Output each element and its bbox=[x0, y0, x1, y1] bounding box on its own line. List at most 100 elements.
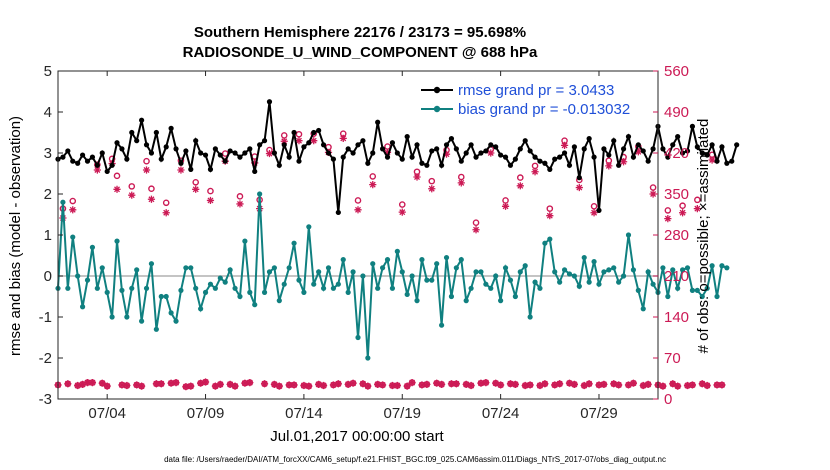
rmse-point bbox=[458, 158, 464, 164]
bias-point bbox=[207, 281, 214, 287]
bias-point bbox=[443, 254, 450, 261]
bias-point bbox=[330, 285, 337, 291]
bias-point bbox=[606, 267, 612, 273]
rmse-point bbox=[261, 138, 268, 144]
bias-point bbox=[414, 298, 420, 304]
obs-assimilated-marker bbox=[718, 381, 726, 389]
obs-possible-marker bbox=[369, 173, 377, 180]
y-right-tick-label: 140 bbox=[664, 309, 689, 326]
bias-point bbox=[247, 289, 253, 295]
bias-point bbox=[409, 273, 415, 279]
obs-assimilated-marker bbox=[206, 196, 215, 205]
bias-point bbox=[222, 279, 228, 285]
bias-point bbox=[119, 287, 125, 293]
obs-assimilated-marker bbox=[157, 380, 165, 388]
data-file-footer: data file: /Users/raeder/DAI/ATM_forcXX/… bbox=[164, 455, 666, 464]
legend-box bbox=[416, 78, 652, 122]
obs-assimilated-marker bbox=[69, 206, 77, 214]
obs-assimilated-marker bbox=[78, 380, 87, 388]
bias-point bbox=[320, 285, 327, 291]
rmse-point bbox=[375, 119, 381, 125]
obs-assimilated-marker bbox=[570, 380, 578, 388]
bias-point bbox=[306, 224, 312, 230]
rmse-point bbox=[99, 150, 105, 156]
obs-assimilated-marker bbox=[482, 379, 490, 387]
bias-point bbox=[586, 279, 592, 285]
bias-point bbox=[242, 238, 248, 244]
obs-assimilated-marker bbox=[403, 382, 411, 390]
x-tick-label: 07/04 bbox=[88, 405, 126, 422]
obs-possible-marker bbox=[295, 130, 303, 138]
bias-point bbox=[493, 273, 499, 279]
y-right-tick-label: 420 bbox=[664, 145, 689, 162]
obs-assimilated-marker bbox=[344, 380, 352, 388]
obs-assimilated-marker bbox=[211, 382, 219, 390]
rmse-point bbox=[660, 146, 666, 152]
legend-rmse-label: rmse grand pr = 3.0433 bbox=[458, 82, 614, 99]
legend: rmse grand pr = 3.0433 bias grand pr = -… bbox=[416, 78, 652, 122]
obs-assimilated-marker bbox=[521, 381, 529, 390]
obs-assimilated-marker bbox=[388, 381, 397, 390]
rmse-point bbox=[242, 150, 248, 156]
rmse-point bbox=[129, 129, 135, 136]
obs-possible-marker bbox=[428, 177, 436, 185]
rmse-point bbox=[163, 144, 169, 150]
obs-assimilated-marker bbox=[447, 380, 456, 388]
rmse-point bbox=[75, 160, 81, 166]
rmse-point bbox=[389, 140, 396, 146]
obs-assimilated-marker bbox=[472, 226, 480, 234]
obs-assimilated-marker bbox=[585, 380, 593, 388]
rmse-point bbox=[586, 136, 592, 142]
rmse-point bbox=[134, 138, 140, 144]
obs-assimilated-marker bbox=[531, 168, 539, 176]
x-tick-label: 07/29 bbox=[580, 405, 618, 422]
rmse-point bbox=[552, 156, 558, 162]
obs-assimilated-marker bbox=[177, 166, 185, 174]
rmse-point bbox=[119, 146, 125, 152]
bias-point bbox=[99, 265, 105, 271]
y-right-tick-label: 560 bbox=[664, 63, 689, 80]
rmse-point bbox=[675, 134, 681, 140]
obs-assimilated-marker bbox=[142, 166, 151, 174]
rmse-point bbox=[645, 158, 651, 164]
bias-point bbox=[60, 199, 66, 205]
rmse-point bbox=[414, 142, 420, 148]
obs-assimilated-marker bbox=[241, 379, 249, 387]
y-left-tick-label: 1 bbox=[44, 227, 52, 244]
obs-assimilated-marker bbox=[605, 162, 613, 170]
rmse-point bbox=[404, 134, 410, 140]
bias-point bbox=[532, 279, 538, 285]
bias-point bbox=[625, 232, 632, 238]
rmse-point bbox=[498, 152, 504, 158]
bias-point bbox=[453, 265, 459, 271]
obs-assimilated-marker bbox=[383, 148, 392, 157]
bias-point bbox=[89, 244, 96, 250]
rmse-point bbox=[202, 152, 209, 158]
bias-point bbox=[158, 293, 164, 300]
obs-assimilated-marker bbox=[674, 382, 682, 390]
rmse-point bbox=[734, 142, 740, 148]
y-right-tick-label: 350 bbox=[664, 186, 689, 203]
bias-point bbox=[714, 293, 720, 300]
rmse-point bbox=[473, 154, 479, 160]
obs-assimilated-marker bbox=[428, 185, 436, 193]
bias-point bbox=[193, 285, 199, 291]
bias-point bbox=[271, 265, 277, 271]
bias-point bbox=[79, 304, 86, 310]
obs-possible-marker bbox=[192, 178, 200, 186]
bias-point bbox=[458, 257, 464, 263]
obs-possible-marker bbox=[236, 193, 244, 200]
y-right-tick-label: 210 bbox=[664, 268, 689, 285]
rmse-point bbox=[143, 142, 150, 148]
rmse-point bbox=[168, 125, 174, 131]
rmse-point bbox=[468, 142, 474, 148]
rmse-point bbox=[596, 207, 602, 213]
rmse-point bbox=[281, 142, 287, 148]
rmse-point bbox=[153, 129, 159, 136]
obs-assimilated-marker bbox=[319, 381, 328, 390]
rmse-point bbox=[714, 158, 720, 164]
bias-point bbox=[143, 285, 150, 291]
rmse-point bbox=[399, 156, 405, 162]
obs-assimilated-marker bbox=[393, 381, 401, 390]
obs-assimilated-marker bbox=[477, 379, 485, 387]
